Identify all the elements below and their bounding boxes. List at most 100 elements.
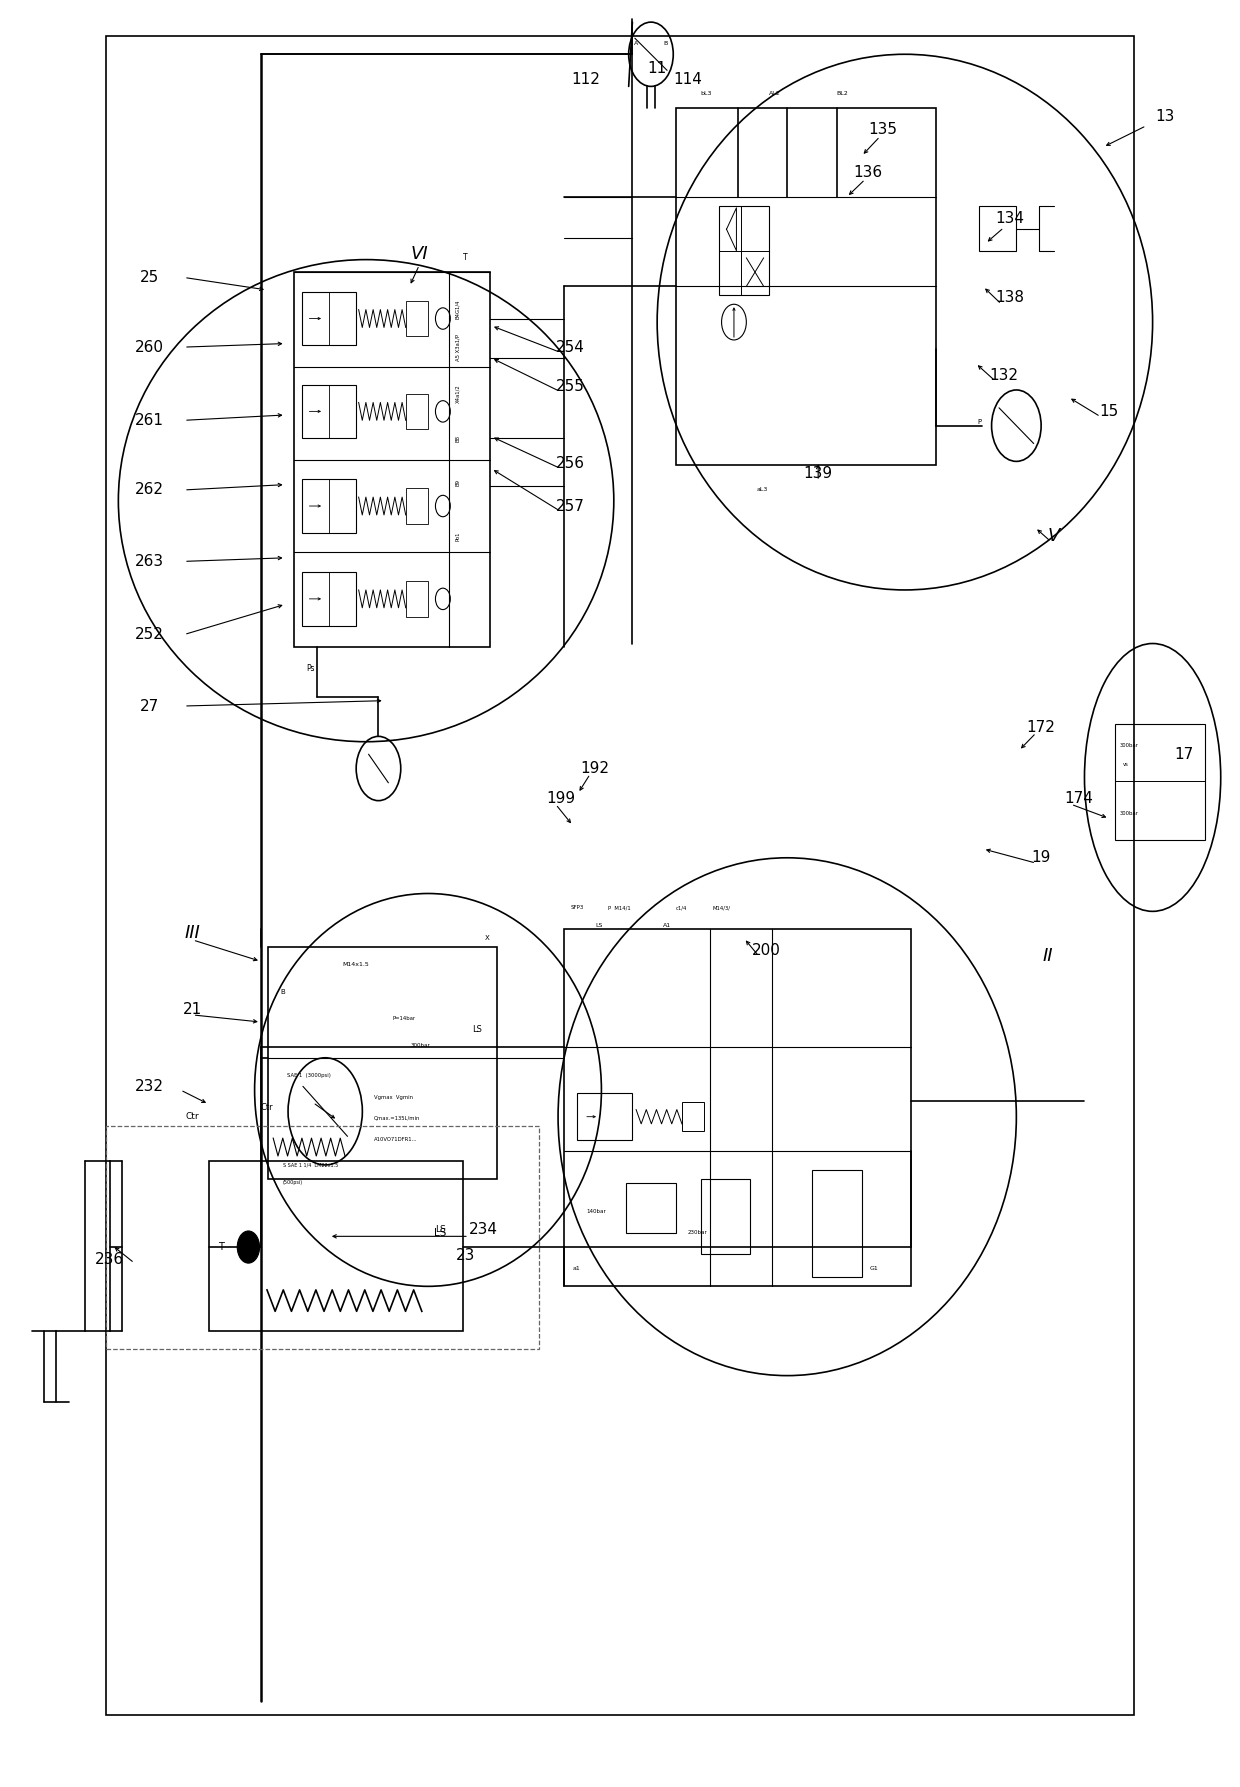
Bar: [701, 1179, 750, 1254]
Text: Ctr: Ctr: [186, 1112, 200, 1120]
Text: II: II: [1042, 947, 1053, 965]
Text: 254: 254: [556, 340, 585, 354]
Bar: [301, 479, 356, 533]
Bar: [268, 947, 497, 1179]
Text: 112: 112: [570, 71, 600, 88]
Text: 261: 261: [135, 413, 164, 427]
Bar: [1116, 724, 1204, 840]
Text: 23: 23: [455, 1249, 475, 1263]
Text: B4G1/4: B4G1/4: [455, 300, 460, 320]
Text: B8: B8: [455, 434, 460, 441]
Text: P: P: [977, 420, 981, 425]
Text: Qmax.=135L/min: Qmax.=135L/min: [373, 1117, 420, 1120]
Text: 138: 138: [996, 289, 1024, 304]
Text: M14x1.5: M14x1.5: [342, 963, 370, 967]
Text: 140bar: 140bar: [587, 1208, 606, 1213]
Bar: [105, 36, 1135, 1716]
Text: 300bar: 300bar: [1120, 811, 1138, 815]
Bar: [405, 581, 428, 617]
Text: 136: 136: [853, 164, 883, 180]
Text: B: B: [280, 988, 285, 995]
Bar: [301, 384, 356, 438]
Text: 17: 17: [1174, 747, 1193, 761]
Text: 192: 192: [580, 761, 610, 776]
Text: 199: 199: [546, 792, 575, 806]
Bar: [301, 572, 356, 625]
Text: G1: G1: [869, 1265, 878, 1271]
Bar: [405, 300, 428, 336]
Bar: [626, 1183, 676, 1233]
Text: 11: 11: [647, 61, 667, 77]
Circle shape: [237, 1231, 259, 1263]
Text: 230bar: 230bar: [688, 1229, 708, 1235]
Text: B: B: [663, 41, 668, 46]
Text: 255: 255: [556, 379, 585, 393]
Bar: [405, 488, 428, 524]
Text: SAE 1  (3000psi): SAE 1 (3000psi): [286, 1074, 331, 1078]
Text: X4a1/2: X4a1/2: [455, 384, 460, 402]
Bar: [105, 1126, 539, 1349]
Text: A10VO71DFR1...: A10VO71DFR1...: [373, 1137, 417, 1142]
Bar: [208, 1162, 463, 1331]
Text: 200: 200: [751, 944, 781, 958]
Text: 234: 234: [469, 1222, 498, 1237]
Text: A: A: [634, 41, 639, 46]
Bar: [812, 1170, 862, 1278]
Text: 19: 19: [1032, 851, 1050, 865]
Text: AL2: AL2: [769, 91, 780, 96]
Text: 256: 256: [556, 456, 585, 470]
Text: 114: 114: [673, 71, 703, 88]
Text: V: V: [1048, 527, 1060, 545]
Bar: [301, 291, 356, 345]
Text: 21: 21: [184, 1003, 202, 1017]
Text: A1: A1: [663, 924, 672, 927]
Text: BL2: BL2: [837, 91, 848, 96]
Text: Ps: Ps: [306, 665, 315, 674]
Text: 260: 260: [135, 340, 164, 354]
Text: 252: 252: [135, 627, 164, 642]
Text: LS: LS: [434, 1228, 446, 1238]
Text: 174: 174: [1064, 792, 1092, 806]
Text: X: X: [485, 935, 490, 942]
Text: III: III: [185, 924, 201, 942]
Text: S SAE 1 1/4  LM22x1.5: S SAE 1 1/4 LM22x1.5: [283, 1162, 339, 1167]
Text: Ctr: Ctr: [260, 1103, 274, 1112]
Text: vs: vs: [1123, 763, 1128, 767]
Text: LS: LS: [595, 924, 603, 927]
Text: c1/4: c1/4: [676, 906, 687, 910]
Text: 15: 15: [1100, 404, 1118, 418]
Text: 257: 257: [556, 499, 585, 513]
Text: P  M14/1: P M14/1: [608, 906, 630, 910]
Text: 300bar: 300bar: [410, 1044, 430, 1047]
Text: 263: 263: [135, 554, 164, 568]
Text: 134: 134: [996, 211, 1024, 225]
Text: 139: 139: [804, 466, 833, 481]
Bar: [682, 1103, 704, 1131]
Text: 262: 262: [135, 482, 164, 497]
Text: (500psi): (500psi): [283, 1179, 304, 1185]
Text: 25: 25: [140, 270, 159, 284]
Text: A5 X3a1/P: A5 X3a1/P: [455, 334, 460, 361]
Bar: [405, 393, 428, 429]
Text: LS: LS: [472, 1024, 482, 1033]
Text: 300bar: 300bar: [1120, 743, 1138, 747]
Text: LS: LS: [435, 1224, 445, 1233]
Bar: [676, 107, 936, 465]
Text: B9: B9: [455, 479, 460, 486]
Text: Vgmax  Vgmin: Vgmax Vgmin: [373, 1095, 413, 1099]
Text: 236: 236: [95, 1253, 124, 1267]
Text: a1: a1: [573, 1265, 580, 1271]
Text: T: T: [218, 1242, 224, 1253]
Bar: [577, 1094, 632, 1140]
Text: 27: 27: [140, 699, 159, 713]
Text: M14/3/: M14/3/: [713, 906, 730, 910]
Bar: [564, 929, 911, 1287]
Bar: [719, 206, 769, 295]
Text: VI: VI: [410, 245, 428, 263]
Text: 172: 172: [1027, 720, 1055, 734]
Text: Po1: Po1: [455, 531, 460, 541]
Text: 132: 132: [990, 368, 1018, 382]
Text: 135: 135: [868, 122, 897, 138]
Text: T: T: [463, 254, 467, 263]
Text: 13: 13: [1156, 109, 1174, 125]
